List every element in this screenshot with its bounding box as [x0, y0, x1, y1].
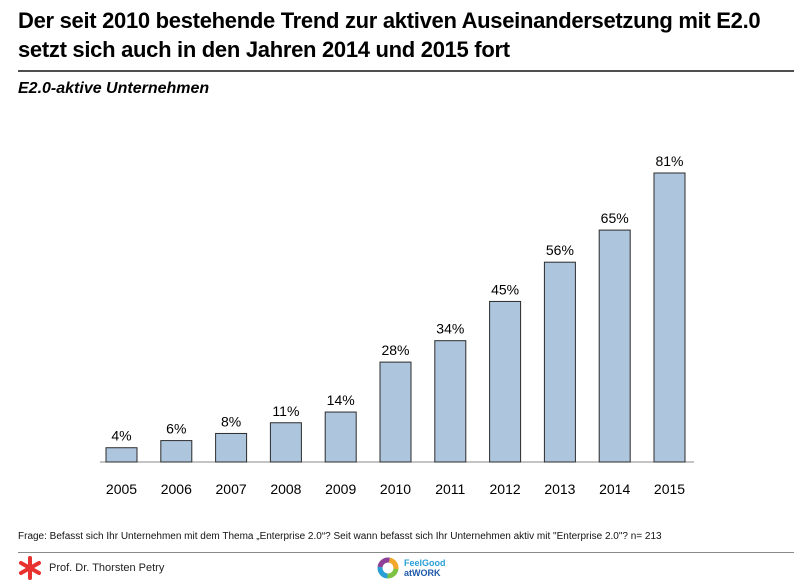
chart-title: E2.0-aktive Unternehmen: [18, 80, 210, 97]
data-label-2009: 14%: [327, 392, 355, 408]
x-tick-label-2014: 2014: [599, 481, 630, 497]
bar-2008: [269, 422, 302, 463]
bar-2015: [653, 172, 686, 463]
data-label-2008: 11%: [272, 403, 299, 419]
feelgood-logo: FeelGood atWORK: [376, 554, 446, 582]
x-tick-label-2009: 2009: [325, 481, 356, 497]
bar-2014: [598, 229, 631, 463]
data-label-2007: 8%: [221, 413, 241, 429]
bar-2007: [215, 432, 248, 463]
data-label-2010: 28%: [381, 342, 409, 358]
x-tick-label-2015: 2015: [654, 481, 685, 497]
title-line-1: Der seit 2010 bestehende Trend zur aktiv…: [18, 8, 761, 33]
bar-2013: [543, 261, 576, 463]
page-title: Der seit 2010 bestehende Trend zur aktiv…: [18, 6, 788, 64]
data-label-2014: 65%: [601, 210, 629, 226]
bar-2006: [160, 440, 193, 463]
bar-2011: [434, 340, 467, 463]
x-tick-label-2007: 2007: [216, 481, 247, 497]
logo-text-line-2: atWORK: [404, 568, 441, 578]
x-tick-label-2008: 2008: [270, 481, 301, 497]
footer-divider: [18, 552, 794, 553]
bar-2012: [489, 300, 522, 463]
x-tick-label-2006: 2006: [161, 481, 192, 497]
data-label-2005: 4%: [111, 428, 131, 444]
x-tick-label-2013: 2013: [544, 481, 575, 497]
survey-question-footnote: Frage: Befasst sich Ihr Unternehmen mit …: [18, 531, 662, 542]
author-name: Prof. Dr. Thorsten Petry: [49, 562, 165, 574]
x-tick-label-2011: 2011: [435, 481, 465, 497]
bar-2010: [379, 361, 412, 463]
title-line-2: setzt sich auch in den Jahren 2014 und 2…: [18, 37, 510, 62]
x-tick-label-2005: 2005: [106, 481, 137, 497]
data-label-2013: 56%: [546, 242, 574, 258]
x-tick-label-2010: 2010: [380, 481, 411, 497]
red-asterisk-icon: [19, 556, 41, 580]
title-divider: [18, 70, 794, 72]
colored-ring-icon: [377, 557, 399, 579]
data-label-2015: 81%: [655, 153, 683, 169]
data-label-2006: 6%: [166, 421, 186, 437]
logo-text-line-1: FeelGood: [404, 558, 446, 568]
x-tick-label-2012: 2012: [490, 481, 521, 497]
data-label-2012: 45%: [491, 281, 519, 297]
bar-2009: [324, 411, 357, 463]
bar-2005: [105, 447, 138, 463]
data-label-2011: 34%: [436, 321, 464, 337]
